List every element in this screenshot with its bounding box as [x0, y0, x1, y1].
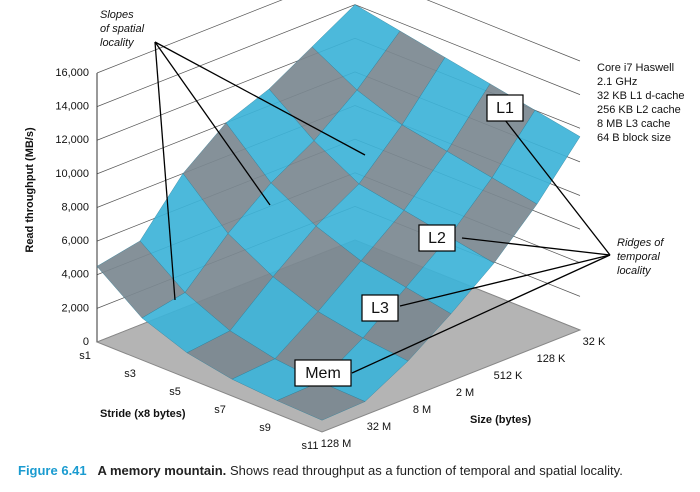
level-box [361, 294, 399, 322]
grid-line [96, 0, 581, 74]
stride-label: s11 [302, 440, 319, 452]
annotation: locality [617, 265, 652, 277]
spec-line: Core i7 Haswell [597, 62, 674, 74]
spec-line: 2.1 GHz [597, 76, 637, 88]
y-tick-label: 6,000 [61, 235, 89, 247]
z-axis-title: Size (bytes) [470, 414, 531, 426]
annotation: locality [100, 37, 135, 49]
y-tick-label: 0 [83, 336, 89, 348]
level-label: L2 [428, 230, 446, 247]
y-tick-label: 2,000 [61, 302, 89, 314]
size-label: 128 M [321, 438, 352, 450]
surface [96, 4, 581, 421]
y-tick-label: 16,000 [55, 67, 89, 79]
labels: 0 2,000 4,000 6,000 8,000 10,000 12,000 14,000 1… [55, 9, 684, 452]
size-label: 8 M [413, 404, 431, 416]
level-label: L3 [371, 300, 389, 317]
y-axis-title: Read throughput (MB/s) [24, 127, 36, 253]
spec-line: 32 KB L1 d-cache [597, 90, 684, 102]
annotation: of spatial [100, 23, 145, 35]
y-tick-label: 10,000 [55, 168, 89, 180]
surface-cell [276, 381, 366, 421]
annotation: Ridges of [617, 237, 664, 249]
annotation: Slopes [100, 9, 134, 21]
spec-line: 64 B block size [597, 132, 671, 144]
figure-number: Figure 6.41 [18, 463, 87, 478]
y-tick-label: 8,000 [61, 201, 89, 213]
stride-label: s5 [169, 386, 181, 398]
level-box [486, 94, 524, 122]
level-boxes: L1 L2 L3 Mem [294, 94, 524, 387]
size-label: 32 K [583, 336, 606, 348]
y-tick-label: 14,000 [55, 101, 89, 113]
annotation: temporal [617, 251, 660, 263]
size-label: 2 M [456, 387, 474, 399]
x-axis-title: Stride (x8 bytes) [100, 408, 186, 420]
figure-title: A memory mountain. [97, 463, 227, 478]
size-label: 32 M [367, 421, 391, 433]
level-box [418, 224, 456, 252]
stride-label: s7 [214, 404, 226, 416]
level-label: L1 [496, 100, 514, 117]
stride-label: s9 [259, 422, 271, 434]
figure-text: Shows read throughput as a function of t… [229, 463, 623, 478]
y-tick-label: 4,000 [61, 269, 89, 281]
level-box [294, 359, 352, 387]
spec-line: 8 MB L3 cache [597, 118, 670, 130]
size-label: 128 K [537, 353, 566, 365]
chart: 0 2,000 4,000 6,000 8,000 10,000 12,000 14,000 1… [24, 0, 684, 452]
stride-label: s1 [79, 350, 91, 362]
spec-line: 256 KB L2 cache [597, 104, 681, 116]
caption: Figure 6.41 A memory mountain. Shows rea… [18, 463, 623, 478]
stride-label: s3 [124, 368, 136, 380]
level-label: Mem [305, 365, 341, 382]
y-tick-label: 12,000 [55, 134, 89, 146]
size-label: 512 K [494, 370, 523, 382]
arrows [154, 41, 611, 374]
